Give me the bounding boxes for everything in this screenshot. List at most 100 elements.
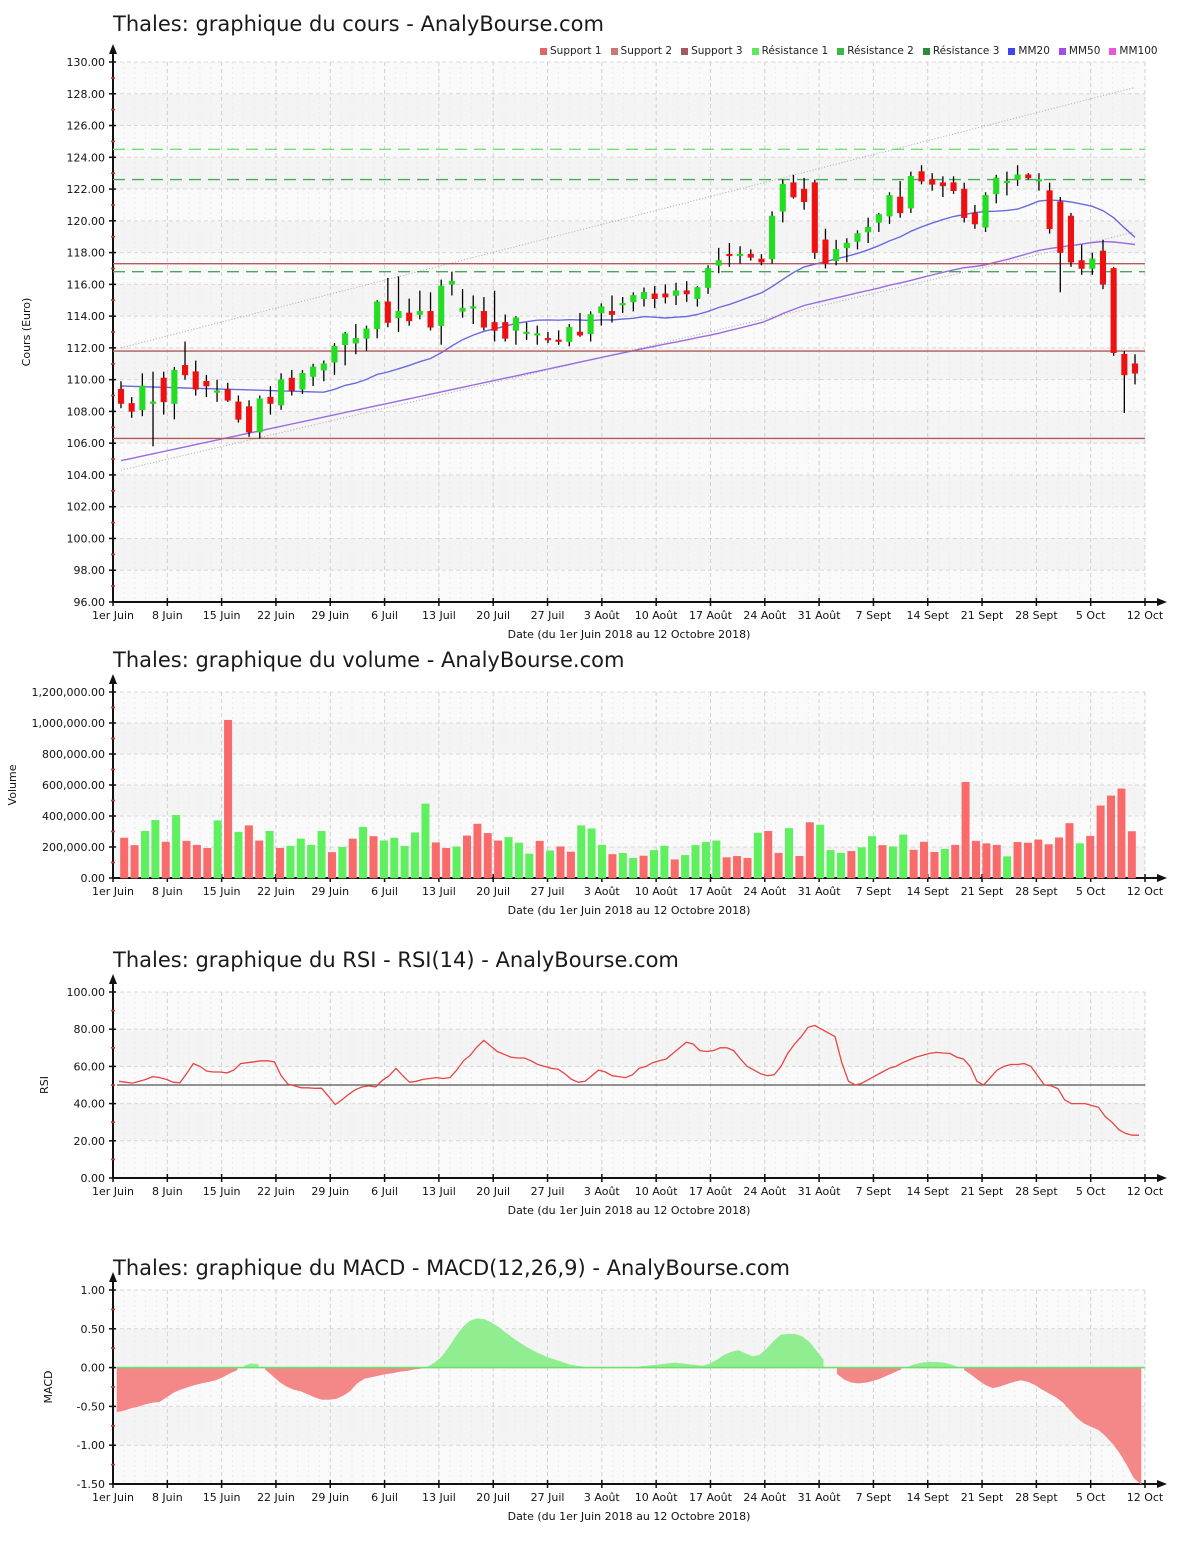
svg-text:28 Sept: 28 Sept — [1015, 1185, 1058, 1198]
price-chart-legend: Support 1 Support 2 Support 3 Résistance 1 R… — [540, 45, 1158, 57]
svg-text:29 Juin: 29 Juin — [311, 885, 349, 898]
svg-text:20 Juil: 20 Juil — [476, 885, 510, 898]
svg-text:106.00: 106.00 — [67, 437, 106, 450]
svg-text:15 Juin: 15 Juin — [203, 1185, 241, 1198]
legend-swatch-icon — [681, 47, 689, 55]
rsi-chart-title: Thales: graphique du RSI - RSI(14) - Ana… — [113, 948, 679, 972]
svg-text:1,000,000.00: 1,000,000.00 — [32, 717, 105, 730]
svg-text:8 Juin: 8 Juin — [152, 885, 183, 898]
legend-label: Résistance 3 — [932, 45, 1000, 57]
svg-text:14 Sept: 14 Sept — [906, 609, 949, 622]
svg-text:14 Sept: 14 Sept — [906, 1185, 949, 1198]
svg-text:1,200,000.00: 1,200,000.00 — [32, 686, 105, 699]
x-axis-label: Date (du 1er Juin 2018 au 12 Octobre 201… — [508, 1510, 751, 1523]
legend-swatch-icon — [540, 47, 547, 55]
svg-text:17 Août: 17 Août — [689, 1491, 733, 1504]
svg-text:130.00: 130.00 — [67, 56, 106, 69]
svg-text:104.00: 104.00 — [67, 469, 106, 482]
svg-text:28 Sept: 28 Sept — [1015, 609, 1058, 622]
legend-label: Support 2 — [620, 45, 673, 57]
svg-text:22 Juin: 22 Juin — [257, 885, 295, 898]
legend-label: MM50 — [1068, 45, 1101, 57]
svg-text:21 Sept: 21 Sept — [961, 1491, 1004, 1504]
svg-text:24 Août: 24 Août — [743, 609, 787, 622]
y-axis-label: Cours (Euro) — [20, 298, 33, 367]
svg-text:29 Juin: 29 Juin — [311, 609, 349, 622]
legend-label: Support 1 — [550, 45, 602, 57]
svg-text:100.00: 100.00 — [67, 532, 106, 545]
svg-text:20.00: 20.00 — [74, 1135, 106, 1148]
legend-label: MM100 — [1119, 45, 1158, 57]
svg-text:0.50: 0.50 — [81, 1323, 106, 1336]
svg-text:400,000.00: 400,000.00 — [42, 810, 105, 823]
svg-text:13 Juil: 13 Juil — [422, 1185, 456, 1198]
svg-text:22 Juin: 22 Juin — [257, 1491, 295, 1504]
svg-text:-0.50: -0.50 — [77, 1400, 105, 1413]
svg-text:10 Août: 10 Août — [635, 885, 679, 898]
price-chart-panel: Thales: graphique du cours - AnalyBourse… — [0, 0, 1200, 640]
svg-text:5 Oct: 5 Oct — [1076, 609, 1106, 622]
svg-text:5 Oct: 5 Oct — [1076, 1491, 1106, 1504]
svg-text:10 Août: 10 Août — [635, 609, 679, 622]
svg-text:22 Juin: 22 Juin — [257, 1185, 295, 1198]
svg-text:27 Juil: 27 Juil — [531, 609, 565, 622]
svg-text:200,000.00: 200,000.00 — [42, 841, 105, 854]
svg-text:98.00: 98.00 — [74, 564, 106, 577]
legend-label: MM20 — [1018, 45, 1050, 57]
legend-swatch-icon — [837, 47, 845, 55]
svg-text:20 Juil: 20 Juil — [476, 1185, 510, 1198]
svg-text:102.00: 102.00 — [67, 501, 106, 514]
svg-text:5 Oct: 5 Oct — [1076, 885, 1106, 898]
legend-item-mm50: MM50 — [1058, 45, 1101, 57]
svg-text:12 Oct: 12 Oct — [1127, 609, 1164, 622]
rsi-chart-svg: 0.00 20.00 40.00 60.00 80.00 100.00 1er Juin 8 … — [38, 974, 1167, 1217]
svg-text:22 Juin: 22 Juin — [257, 609, 295, 622]
svg-text:27 Juil: 27 Juil — [531, 1185, 565, 1198]
svg-text:28 Sept: 28 Sept — [1015, 1491, 1058, 1504]
legend-item-mm100: MM100 — [1109, 45, 1158, 57]
svg-text:27 Juil: 27 Juil — [531, 1491, 565, 1504]
macd-chart-title: Thales: graphique du MACD - MACD(12,26,9… — [113, 1256, 790, 1280]
svg-text:114.00: 114.00 — [67, 310, 106, 323]
svg-text:0.00: 0.00 — [81, 1172, 106, 1185]
legend-item-support-1: Support 1 — [540, 45, 602, 57]
svg-text:3 Août: 3 Août — [584, 1185, 621, 1198]
svg-text:600,000.00: 600,000.00 — [42, 779, 105, 792]
legend-swatch-icon — [1109, 47, 1117, 55]
svg-text:120.00: 120.00 — [67, 215, 106, 228]
svg-text:14 Sept: 14 Sept — [906, 1491, 949, 1504]
svg-text:0.00: 0.00 — [81, 872, 106, 885]
volume-chart-svg: 0.00 200,000.00 400,000.00 600,000.00 800,00… — [6, 674, 1167, 917]
svg-text:31 Août: 31 Août — [798, 609, 842, 622]
svg-text:8 Juin: 8 Juin — [152, 609, 183, 622]
rsi-chart-panel: Thales: graphique du RSI - RSI(14) - Ana… — [0, 940, 1200, 1250]
svg-text:-1.50: -1.50 — [77, 1478, 105, 1491]
svg-text:14 Sept: 14 Sept — [906, 885, 949, 898]
legend-swatch-icon — [1008, 47, 1016, 55]
x-axis-label: Date (du 1er Juin 2018 au 12 Octobre 201… — [508, 904, 751, 917]
svg-text:110.00: 110.00 — [67, 374, 106, 387]
svg-text:10 Août: 10 Août — [635, 1185, 679, 1198]
svg-text:108.00: 108.00 — [67, 405, 106, 418]
svg-text:31 Août: 31 Août — [798, 1185, 842, 1198]
svg-text:116.00: 116.00 — [67, 278, 106, 291]
price-chart-svg: 96.00 98.00 100.00 102.00 104.00 106.00 108.00… — [20, 44, 1167, 640]
svg-text:29 Juin: 29 Juin — [311, 1185, 349, 1198]
svg-text:5 Oct: 5 Oct — [1076, 1185, 1106, 1198]
legend-swatch-icon — [751, 47, 759, 55]
y-axis-label: RSI — [38, 1076, 51, 1094]
svg-text:20 Juil: 20 Juil — [476, 609, 510, 622]
legend-item-support-2: Support 2 — [610, 45, 673, 57]
svg-text:7 Sept: 7 Sept — [856, 1491, 892, 1504]
svg-text:31 Août: 31 Août — [798, 885, 842, 898]
svg-text:20 Juil: 20 Juil — [476, 1491, 510, 1504]
svg-text:12 Oct: 12 Oct — [1127, 1185, 1164, 1198]
svg-text:6 Juil: 6 Juil — [371, 609, 398, 622]
svg-text:40.00: 40.00 — [74, 1098, 106, 1111]
svg-text:1er Juin: 1er Juin — [92, 609, 134, 622]
y-axis-label: MACD — [42, 1371, 55, 1404]
svg-text:3 Août: 3 Août — [584, 885, 621, 898]
macd-chart-panel: Thales: graphique du MACD - MACD(12,26,9… — [0, 1250, 1200, 1550]
svg-text:24 Août: 24 Août — [743, 885, 787, 898]
volume-chart-panel: Thales: graphique du volume - AnalyBours… — [0, 640, 1200, 940]
